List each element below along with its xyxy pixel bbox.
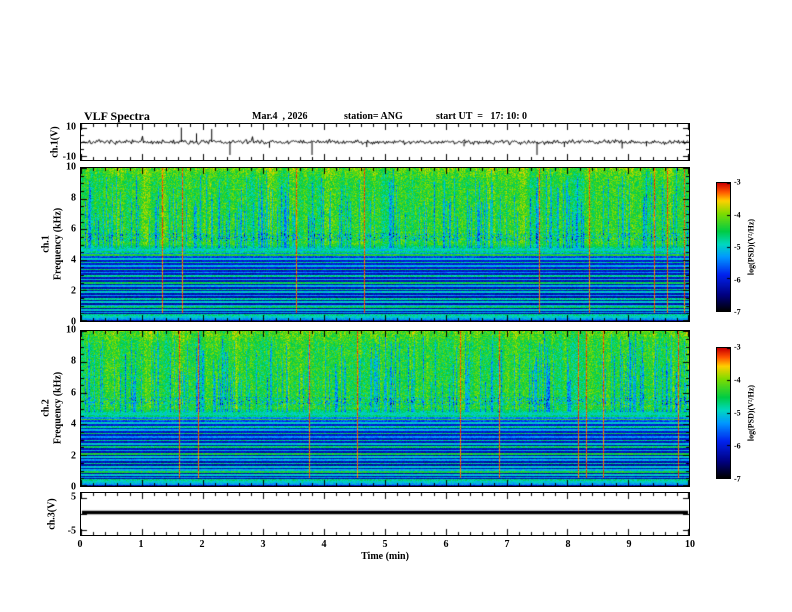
colorbar-ch1 [716, 182, 731, 312]
x-tick-label: 6 [443, 539, 449, 550]
colorbar-tick-label: -7 [734, 474, 741, 484]
colorbar-tick-label: -5 [734, 408, 741, 418]
colorbar-tick-label: -5 [734, 242, 741, 252]
figure-start-ut: start UT = 17: 10: 0 [436, 111, 528, 122]
ch1-spectrogram-axis-label-line1: ch.1 [40, 235, 52, 253]
x-tick-label: 10 [685, 539, 695, 550]
ch1-voltage-plot [81, 124, 689, 160]
colorbar-tick-label: -3 [734, 177, 741, 187]
y-tick-label: -5 [67, 525, 76, 537]
y-tick-label: 0 [71, 316, 76, 328]
colorbar-tick-label: -7 [734, 307, 741, 317]
colorbar-ch2-gradient [717, 348, 730, 478]
figure-title: VLF Spectra [84, 109, 150, 123]
colorbar-ch1-gradient [717, 183, 730, 311]
ch3-voltage-panel [80, 492, 690, 536]
figure-station: station= ANG [344, 111, 403, 122]
x-tick-label: 5 [382, 539, 388, 550]
ch2-spectrogram-plot [81, 331, 689, 486]
ch2-spectrogram-axis-label-line1: ch.2 [40, 399, 52, 417]
y-tick-label: 8 [71, 192, 76, 204]
x-tick-label: 2 [199, 539, 205, 550]
colorbar-ch2 [716, 347, 731, 479]
y-tick-label: 4 [71, 418, 76, 430]
x-tick-label: 3 [260, 539, 266, 550]
y-tick-label: 10 [66, 324, 76, 336]
x-tick-label: 0 [77, 539, 83, 550]
y-tick-label: -10 [62, 151, 76, 163]
y-tick-label: 0 [71, 481, 76, 493]
ch1-voltage-panel [80, 123, 690, 161]
ch2-spectrogram-panel [80, 330, 690, 487]
y-tick-label: 4 [71, 254, 76, 266]
colorbar-tick-label: -6 [734, 441, 741, 451]
y-tick-label: 10 [66, 161, 76, 173]
colorbar-tick-label: -6 [734, 275, 741, 284]
y-tick-label: 8 [71, 355, 76, 367]
ch1-spectrogram-panel [80, 167, 690, 322]
colorbar-tick-label: -4 [734, 375, 741, 385]
ch1-spectrogram-axis-label-line2: Frequency (kHz) [52, 207, 64, 281]
y-tick-label: 6 [71, 387, 76, 399]
ch1-spectrogram-plot [81, 168, 689, 321]
y-tick-label: 2 [71, 450, 76, 462]
x-tick-label: 1 [138, 539, 144, 550]
ch2-spectrogram-axis-label-line2: Frequency (kHz) [52, 371, 64, 445]
colorbar2-label: log(PSD)(V²/Hz) [746, 384, 756, 442]
x-tick-label: 8 [565, 539, 571, 550]
x-axis-title: Time (min) [361, 551, 409, 562]
colorbar1-label: log(PSD)(V²/Hz) [746, 218, 756, 276]
colorbar-tick-label: -3 [734, 342, 741, 352]
x-tick-label: 4 [321, 539, 327, 550]
x-tick-label: 9 [626, 539, 632, 550]
ch3-voltage-plot [81, 493, 689, 535]
y-tick-label: 10 [66, 121, 76, 133]
figure-date: Mar.4 , 2026 [252, 111, 308, 122]
y-tick-label: 2 [71, 285, 76, 297]
y-tick-label: 6 [71, 223, 76, 235]
colorbar-tick-label: -4 [734, 210, 741, 219]
x-tick-label: 7 [504, 539, 510, 550]
y-tick-label: 5 [71, 491, 76, 503]
